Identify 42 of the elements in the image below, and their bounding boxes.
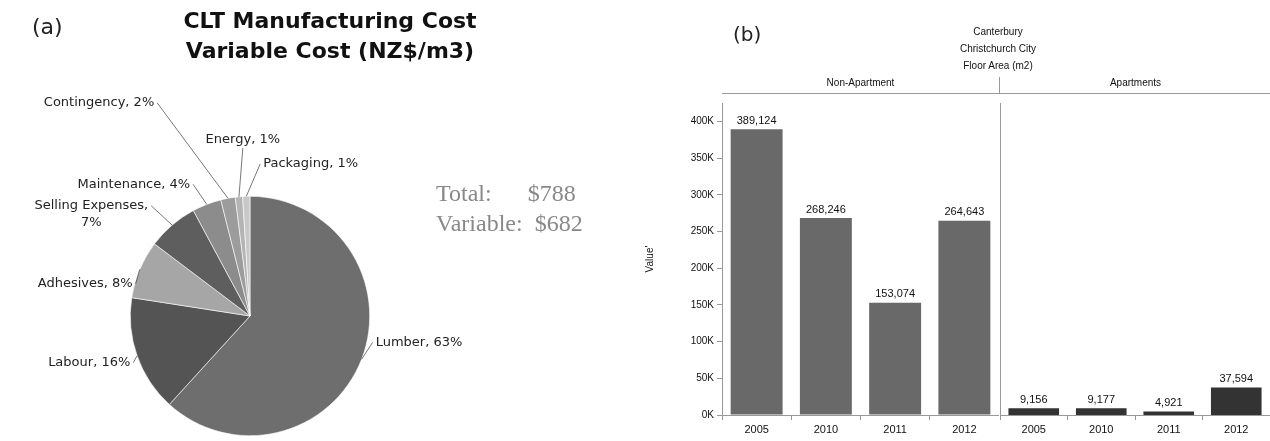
text: Non-Apartment (722, 77, 999, 94)
text: Variable: $682 (436, 210, 583, 237)
slice-label: Selling Expenses, 7% (34, 197, 149, 230)
data-label: 268,246 (805, 202, 846, 215)
text: Apartments (999, 77, 1270, 94)
y-tick-label: 150K (690, 298, 715, 310)
slice-label: Energy, 1% (205, 131, 281, 147)
x-tick-label: 2005 (1021, 422, 1046, 435)
slice-label: Labour, 16% (48, 354, 131, 370)
text: (b) (733, 22, 762, 46)
y-tick-label: 250K (690, 225, 715, 237)
y-tick-label: 0K (701, 408, 715, 420)
y-tick-label: 200K (690, 261, 715, 273)
x-tick-label: 2012 (1224, 422, 1249, 435)
y-tick-label: 350K (690, 151, 715, 163)
data-label: 9,156 (1019, 392, 1048, 405)
data-label: 4,921 (1154, 395, 1183, 408)
x-tick-label: 2010 (813, 422, 839, 435)
chart-title: CLT Manufacturing Cost Variable Cost (NZ$/m3) (182, 7, 478, 65)
y-tick-label: 400K (690, 115, 715, 127)
x-tick-label: 2011 (1156, 422, 1181, 435)
data-label: 37,594 (1219, 371, 1254, 384)
text: (a) (32, 14, 63, 39)
data-label: 389,124 (736, 113, 777, 126)
slice-label: Packaging, 1% (263, 155, 359, 171)
slice-label: Adhesives, 8% (37, 275, 133, 291)
text: Total: $788 (436, 180, 576, 207)
slice-label: Contingency, 2% (43, 94, 155, 110)
x-tick-label: 2005 (744, 422, 769, 435)
chart-title: Canterbury Christchurch City Floor Area (m2) (958, 25, 1038, 73)
y-axis-title: Value' (643, 245, 655, 273)
slice-label: Lumber, 63% (375, 333, 463, 349)
x-tick-label: 2011 (883, 422, 907, 435)
data-label: 9,177 (1087, 392, 1116, 405)
y-tick-label: 50K (696, 372, 715, 384)
y-tick-label: 300K (690, 188, 715, 200)
y-tick-label: 100K (690, 335, 715, 347)
slice-label: Maintenance, 4% (77, 175, 191, 191)
data-label: 264,643 (944, 205, 985, 218)
x-tick-label: 2012 (952, 422, 977, 435)
x-tick-label: 2010 (1089, 422, 1114, 435)
data-label: 153,074 (875, 287, 916, 300)
